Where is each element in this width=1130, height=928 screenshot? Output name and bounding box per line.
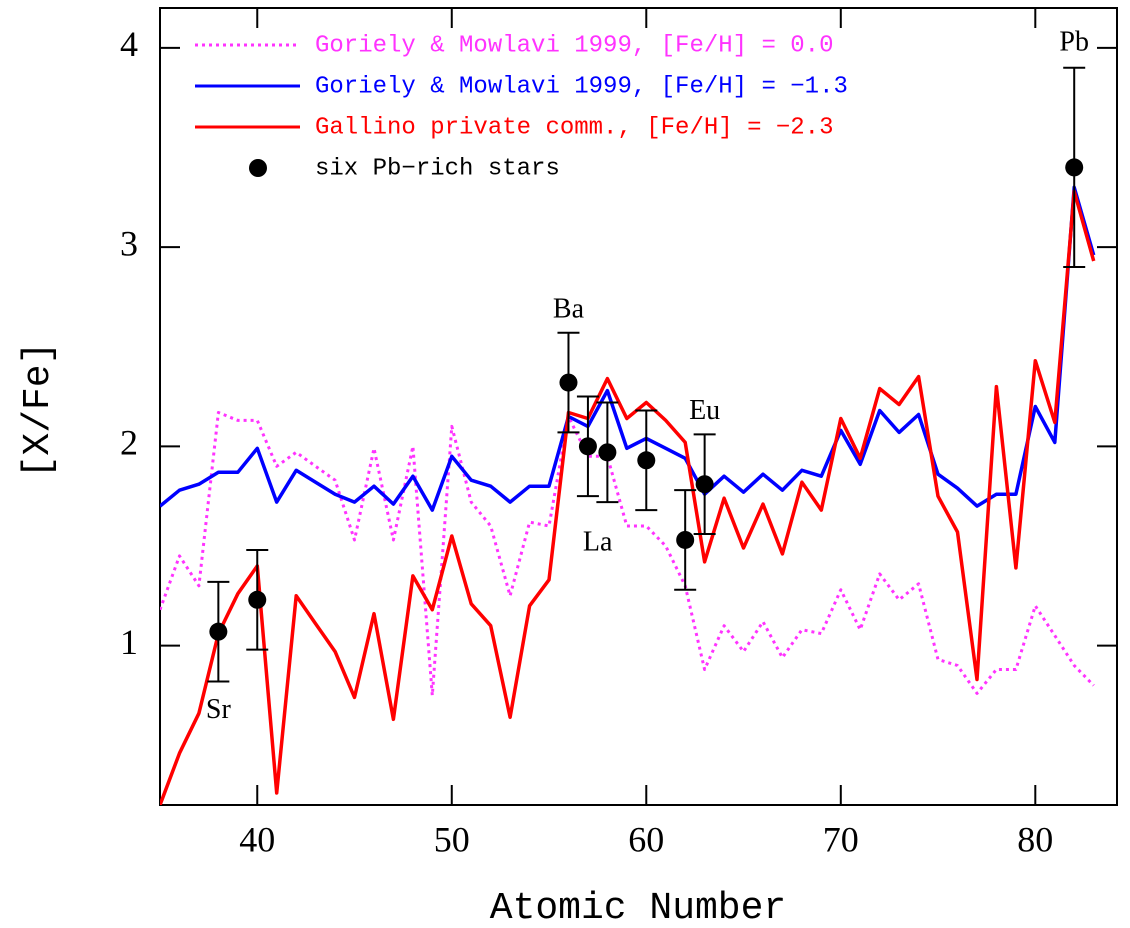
star-point bbox=[695, 475, 714, 494]
x-axis-label: Atomic Number bbox=[490, 887, 786, 928]
series-line bbox=[160, 189, 1096, 805]
legend-label: Gallino private comm., [Fe/H] = −2.3 bbox=[315, 114, 833, 141]
y-tick-label: 3 bbox=[120, 223, 138, 263]
x-tick-label: 40 bbox=[239, 819, 275, 859]
element-label: Ba bbox=[553, 293, 585, 324]
x-tick-label: 70 bbox=[823, 819, 859, 859]
x-tick-label: 60 bbox=[628, 819, 664, 859]
star-point bbox=[637, 451, 656, 470]
y-axis-label: [X/Fe] bbox=[17, 342, 60, 479]
element-label: Eu bbox=[689, 395, 720, 426]
star-point bbox=[598, 443, 617, 462]
star-point bbox=[209, 622, 228, 641]
star-point bbox=[578, 437, 597, 456]
element-label: Pb bbox=[1059, 26, 1089, 57]
element-label: La bbox=[583, 526, 613, 557]
star-point bbox=[1065, 158, 1084, 177]
element-label: Sr bbox=[206, 694, 232, 725]
legend-label: Goriely & Mowlavi 1999, [Fe/H] = 0.0 bbox=[315, 32, 833, 59]
star-point bbox=[559, 373, 578, 392]
series-line bbox=[160, 411, 1095, 697]
x-tick-label: 50 bbox=[434, 819, 470, 859]
y-tick-label: 4 bbox=[120, 24, 138, 64]
plot-frame bbox=[159, 7, 1118, 806]
legend-label: Goriely & Mowlavi 1999, [Fe/H] = −1.3 bbox=[315, 73, 848, 100]
legend-marker bbox=[249, 159, 267, 177]
y-tick-label: 1 bbox=[120, 622, 138, 662]
star-point bbox=[248, 590, 267, 609]
series-line bbox=[160, 185, 1096, 512]
legend-label: six Pb−rich stars bbox=[315, 155, 560, 182]
y-tick-label: 2 bbox=[120, 423, 138, 463]
x-tick-label: 80 bbox=[1017, 819, 1053, 859]
star-point bbox=[676, 530, 695, 549]
